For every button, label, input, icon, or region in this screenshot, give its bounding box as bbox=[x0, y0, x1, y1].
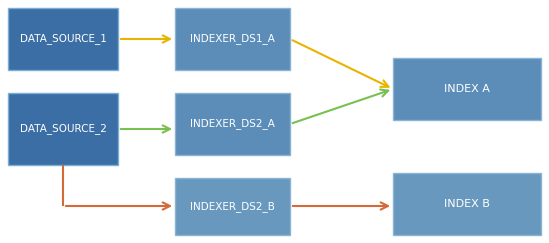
Text: INDEXER_DS2_A: INDEXER_DS2_A bbox=[190, 119, 275, 130]
Text: DATA_SOURCE_1: DATA_SOURCE_1 bbox=[20, 34, 107, 44]
FancyBboxPatch shape bbox=[8, 93, 118, 165]
Text: INDEXER_DS1_A: INDEXER_DS1_A bbox=[190, 34, 275, 44]
Text: INDEX B: INDEX B bbox=[444, 199, 490, 209]
FancyBboxPatch shape bbox=[175, 178, 290, 235]
Text: INDEXER_DS2_B: INDEXER_DS2_B bbox=[190, 201, 275, 212]
Text: DATA_SOURCE_2: DATA_SOURCE_2 bbox=[20, 123, 107, 134]
FancyBboxPatch shape bbox=[393, 173, 541, 235]
FancyBboxPatch shape bbox=[393, 58, 541, 120]
FancyBboxPatch shape bbox=[175, 8, 290, 70]
FancyBboxPatch shape bbox=[8, 8, 118, 70]
Text: INDEX A: INDEX A bbox=[444, 84, 490, 94]
FancyBboxPatch shape bbox=[175, 93, 290, 155]
